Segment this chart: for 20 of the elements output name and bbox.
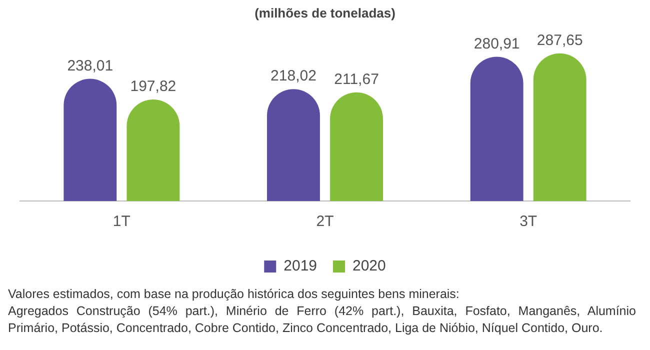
bar (267, 89, 320, 201)
legend-label: 2020 (352, 258, 386, 275)
data-label: 197,82 (130, 78, 176, 96)
x-tick-label: 1T (112, 213, 130, 230)
x-tick-label: 3T (520, 213, 538, 230)
bar (330, 92, 383, 201)
data-label: 287,65 (536, 32, 583, 49)
text: Agregados Construção (54% part.), Minério de Ferro (42% part.), Bauxita, Fosfato, Manganês, Alumínio Primário, Potássio, Concentrado, Cobre Contido, Zinco Concentrado, Liga de Nióbio, Níquel Contido, Ouro. (8, 303, 636, 337)
text: Valores estimados, com base na produção histórica dos seguintes bens minerais: (8, 286, 460, 303)
bar (64, 78, 117, 201)
bar (126, 99, 180, 201)
chart-subtitle: (milhões de toneladas) (254, 5, 396, 20)
bar (470, 56, 524, 201)
data-label: 238,01 (67, 57, 114, 74)
data-label: 280,91 (474, 35, 520, 52)
x-tick-label: 2T (316, 213, 334, 230)
data-label: 218,02 (270, 68, 316, 85)
bar (533, 53, 586, 201)
data-label: 211,67 (334, 70, 379, 88)
legend-label: 2019 (284, 258, 318, 275)
